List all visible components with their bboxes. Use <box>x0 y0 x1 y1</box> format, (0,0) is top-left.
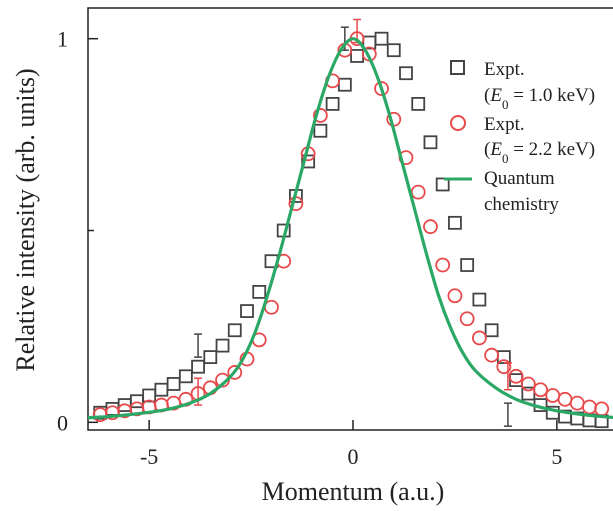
expt-2keV-point <box>520 376 536 392</box>
expt-1keV-point <box>337 77 352 92</box>
legend-entry1-line2: (E0 = 1.0 keV) <box>484 85 595 112</box>
x-tick-label: 0 <box>348 444 359 469</box>
expt-2keV-point <box>423 219 438 235</box>
expt-1keV-point <box>154 382 169 397</box>
expt-1keV-point <box>386 43 401 58</box>
expt-1keV-point <box>215 338 230 353</box>
legend-entry1-line1: Expt. <box>484 59 525 80</box>
y-tick-label: 1 <box>57 27 68 52</box>
x-tick-label: 5 <box>551 444 562 469</box>
expt-1keV-point <box>399 66 413 81</box>
expt-1keV-point <box>301 154 316 169</box>
expt-2keV-point <box>484 347 500 363</box>
expt-1keV-point <box>448 215 462 230</box>
expt-2keV-point <box>435 257 451 273</box>
expt-2keV-point <box>508 368 524 384</box>
expt-1keV-point <box>472 292 487 307</box>
expt-2keV-point <box>594 401 610 417</box>
expt-2keV-point <box>410 184 426 200</box>
x-axis-label: Momentum (a.u.) <box>262 477 445 506</box>
legend-entry2-line1: Expt. <box>484 114 525 135</box>
expt-1keV-point <box>191 359 205 374</box>
plot-area <box>87 18 613 429</box>
expt-2keV-point <box>264 299 279 315</box>
expt-1keV-point <box>252 284 267 299</box>
expt-1keV-point <box>178 369 193 384</box>
expt-1keV-point <box>203 350 218 365</box>
expt-1keV-point <box>166 377 181 391</box>
expt-2keV-point <box>545 388 561 403</box>
y-tick-label: 0 <box>57 410 68 435</box>
expt-1keV-point <box>484 323 499 338</box>
expt-1keV-point <box>130 394 144 409</box>
expt-1keV-point <box>350 49 364 63</box>
expt-1keV-point <box>227 323 242 338</box>
expt-1keV-point <box>411 97 426 111</box>
legend-entry2-line2: (E0 = 2.2 keV) <box>484 139 595 166</box>
expt-2keV-point <box>471 330 487 346</box>
axis-tick-labels: -5 0 5 0 1 <box>57 27 562 469</box>
y-axis-label: Relative intensity (arb. units) <box>11 68 40 371</box>
legend-marker-circle <box>450 115 466 131</box>
expt-2keV-point <box>459 311 475 327</box>
axis-ticks <box>88 37 558 430</box>
expt-2keV-point <box>227 365 243 380</box>
expt-1keV-point <box>460 258 475 272</box>
legend-entry3-line1: Quantum <box>484 168 555 189</box>
expt-2keV-point <box>569 395 585 411</box>
expt-2keV-point <box>447 288 463 304</box>
expt-1keV-point <box>313 123 328 138</box>
expt-1keV-point <box>240 304 254 318</box>
expt-1keV-point <box>325 97 340 111</box>
expt-1keV-point <box>374 31 389 46</box>
expt-2keV-point <box>374 81 389 96</box>
expt-1keV-point <box>423 135 438 150</box>
expt-2keV-point <box>496 359 512 375</box>
x-tick-label: -5 <box>140 444 158 469</box>
expt-2keV-point <box>533 382 548 398</box>
legend-entry3-line2: chemistry <box>484 194 559 215</box>
expt-2keV-point <box>312 108 328 123</box>
plot-frame <box>87 7 613 431</box>
expt-2keV-point <box>582 399 597 415</box>
quantum-chemistry-line <box>87 37 613 420</box>
expt-2keV-point <box>557 391 573 407</box>
legend-marker-square <box>450 60 465 75</box>
expt-1keV-point <box>435 177 450 192</box>
legend: Expt. (E0 = 1.0 keV) Expt. (E0 = 2.2 keV… <box>444 59 595 215</box>
